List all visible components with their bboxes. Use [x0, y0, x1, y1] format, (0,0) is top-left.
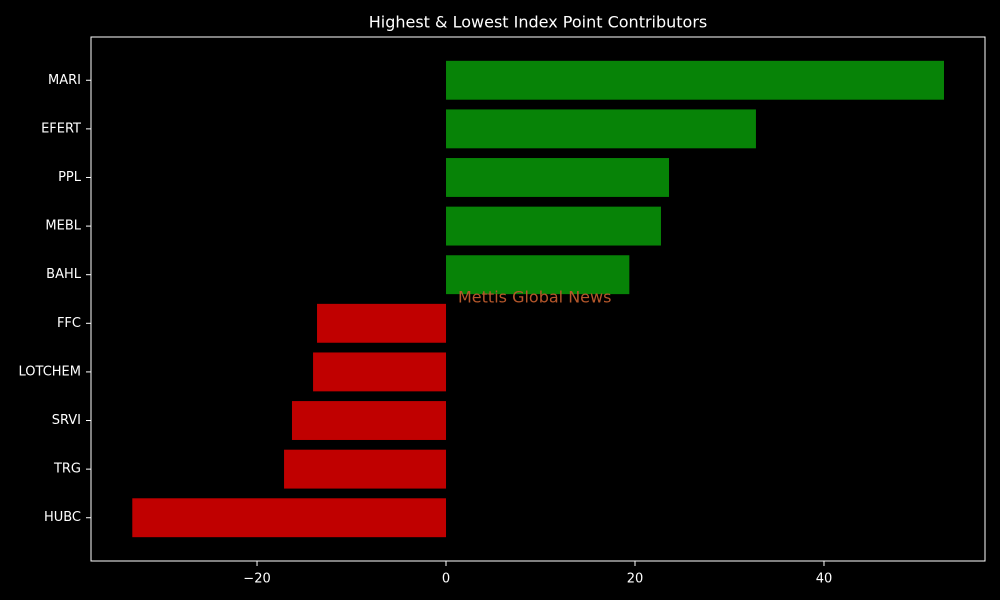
y-tick-label: PPL [58, 170, 82, 185]
axes-frame [90, 36, 986, 562]
bar [446, 206, 661, 246]
x-tick-label: −20 [243, 572, 270, 587]
y-tick-label: TRG [53, 462, 81, 477]
y-tick-label: HUBC [44, 510, 81, 525]
x-tick-label: 0 [442, 572, 450, 587]
bar [317, 303, 447, 343]
bar [284, 449, 447, 489]
bar [446, 60, 944, 100]
bar [446, 109, 756, 149]
bar [446, 255, 630, 295]
chart-title: Highest & Lowest Index Point Contributor… [369, 13, 708, 32]
y-tick-label: BAHL [46, 267, 82, 282]
bar [291, 401, 447, 440]
bar [132, 498, 447, 538]
x-tick-label: 40 [816, 572, 833, 587]
y-tick-label: SRVI [52, 413, 81, 428]
bar [446, 158, 670, 197]
bar [313, 352, 447, 392]
y-tick-label: EFERT [41, 121, 81, 136]
watermark: Mettis Global News [458, 288, 611, 307]
y-tick-label: MARI [48, 73, 81, 88]
y-tick-label: FFC [57, 316, 81, 331]
y-tick-label: LOTCHEM [19, 364, 81, 379]
y-tick-label: MEBL [45, 219, 81, 234]
x-tick-label: 20 [627, 572, 644, 587]
